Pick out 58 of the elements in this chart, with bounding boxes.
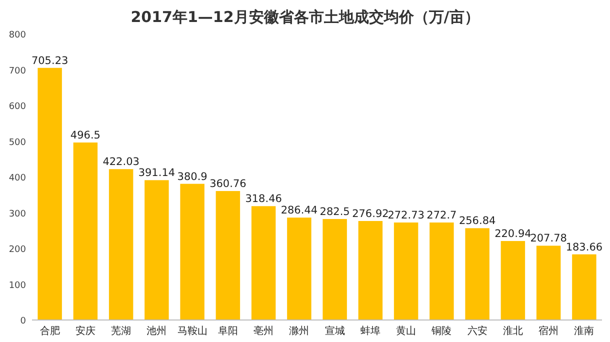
data-label: 272.73 xyxy=(388,210,424,222)
data-label: 422.03 xyxy=(102,156,140,168)
bar xyxy=(536,246,561,320)
x-tick-label: 芜湖 xyxy=(111,325,132,337)
y-tick-label: 300 xyxy=(8,209,26,220)
bar xyxy=(216,191,240,320)
x-tick-label: 滁州 xyxy=(289,325,310,337)
y-tick-label: 0 xyxy=(20,316,26,326)
bar xyxy=(144,180,169,320)
data-label: 705.23 xyxy=(31,54,68,67)
chart-title: 2017年1—12月安徽省各市土地成交均价（万/亩） xyxy=(130,8,480,26)
y-tick-label: 400 xyxy=(8,174,26,184)
x-tick-label: 阜阳 xyxy=(218,325,238,337)
data-label: 220.94 xyxy=(494,228,532,240)
x-tick-label: 合肥 xyxy=(40,325,60,337)
x-tick-label: 淮南 xyxy=(574,325,594,337)
data-label: 183.66 xyxy=(566,241,603,254)
x-tick-label: 亳州 xyxy=(254,325,274,337)
x-tick-label: 六安 xyxy=(467,325,488,337)
bar xyxy=(358,221,383,320)
x-tick-label: 黄山 xyxy=(396,325,416,337)
bar xyxy=(251,206,276,320)
bar xyxy=(287,218,312,320)
data-label: 272.7 xyxy=(426,210,457,222)
x-tick-label: 蚌埠 xyxy=(360,325,380,337)
y-tick-label: 700 xyxy=(8,66,26,76)
x-tick-label: 池州 xyxy=(146,325,167,337)
bar xyxy=(180,184,204,320)
data-label: 496.5 xyxy=(70,130,100,142)
x-tick-label: 淮北 xyxy=(502,325,523,337)
bar xyxy=(430,222,454,320)
bar xyxy=(394,222,418,320)
data-label: 207.78 xyxy=(530,232,567,245)
y-tick-label: 800 xyxy=(8,30,26,40)
data-label: 391.14 xyxy=(138,167,176,180)
x-tick-label: 宣城 xyxy=(324,325,345,337)
bar xyxy=(108,169,134,320)
bar xyxy=(322,219,347,320)
y-tick-label: 100 xyxy=(8,280,26,291)
x-tick-label: 宿州 xyxy=(538,325,559,337)
x-tick-label: 马鞍山 xyxy=(177,325,208,337)
y-tick-label: 500 xyxy=(8,138,26,148)
y-tick-label: 600 xyxy=(8,102,26,112)
y-tick-label: 200 xyxy=(8,245,26,255)
x-tick-label: 铜陵 xyxy=(430,325,452,337)
data-label: 318.46 xyxy=(245,193,282,206)
data-label: 360.76 xyxy=(210,178,247,190)
bar xyxy=(500,241,526,320)
data-label: 256.84 xyxy=(458,215,496,228)
data-label: 276.92 xyxy=(352,208,389,220)
bar xyxy=(572,254,596,320)
data-label: 282.5 xyxy=(320,206,350,218)
x-tick-label: 安庆 xyxy=(75,325,96,337)
bar xyxy=(38,68,62,320)
bar xyxy=(73,142,98,320)
data-label: 286.44 xyxy=(280,204,318,217)
data-label: 380.9 xyxy=(177,170,208,183)
bar xyxy=(465,228,490,320)
